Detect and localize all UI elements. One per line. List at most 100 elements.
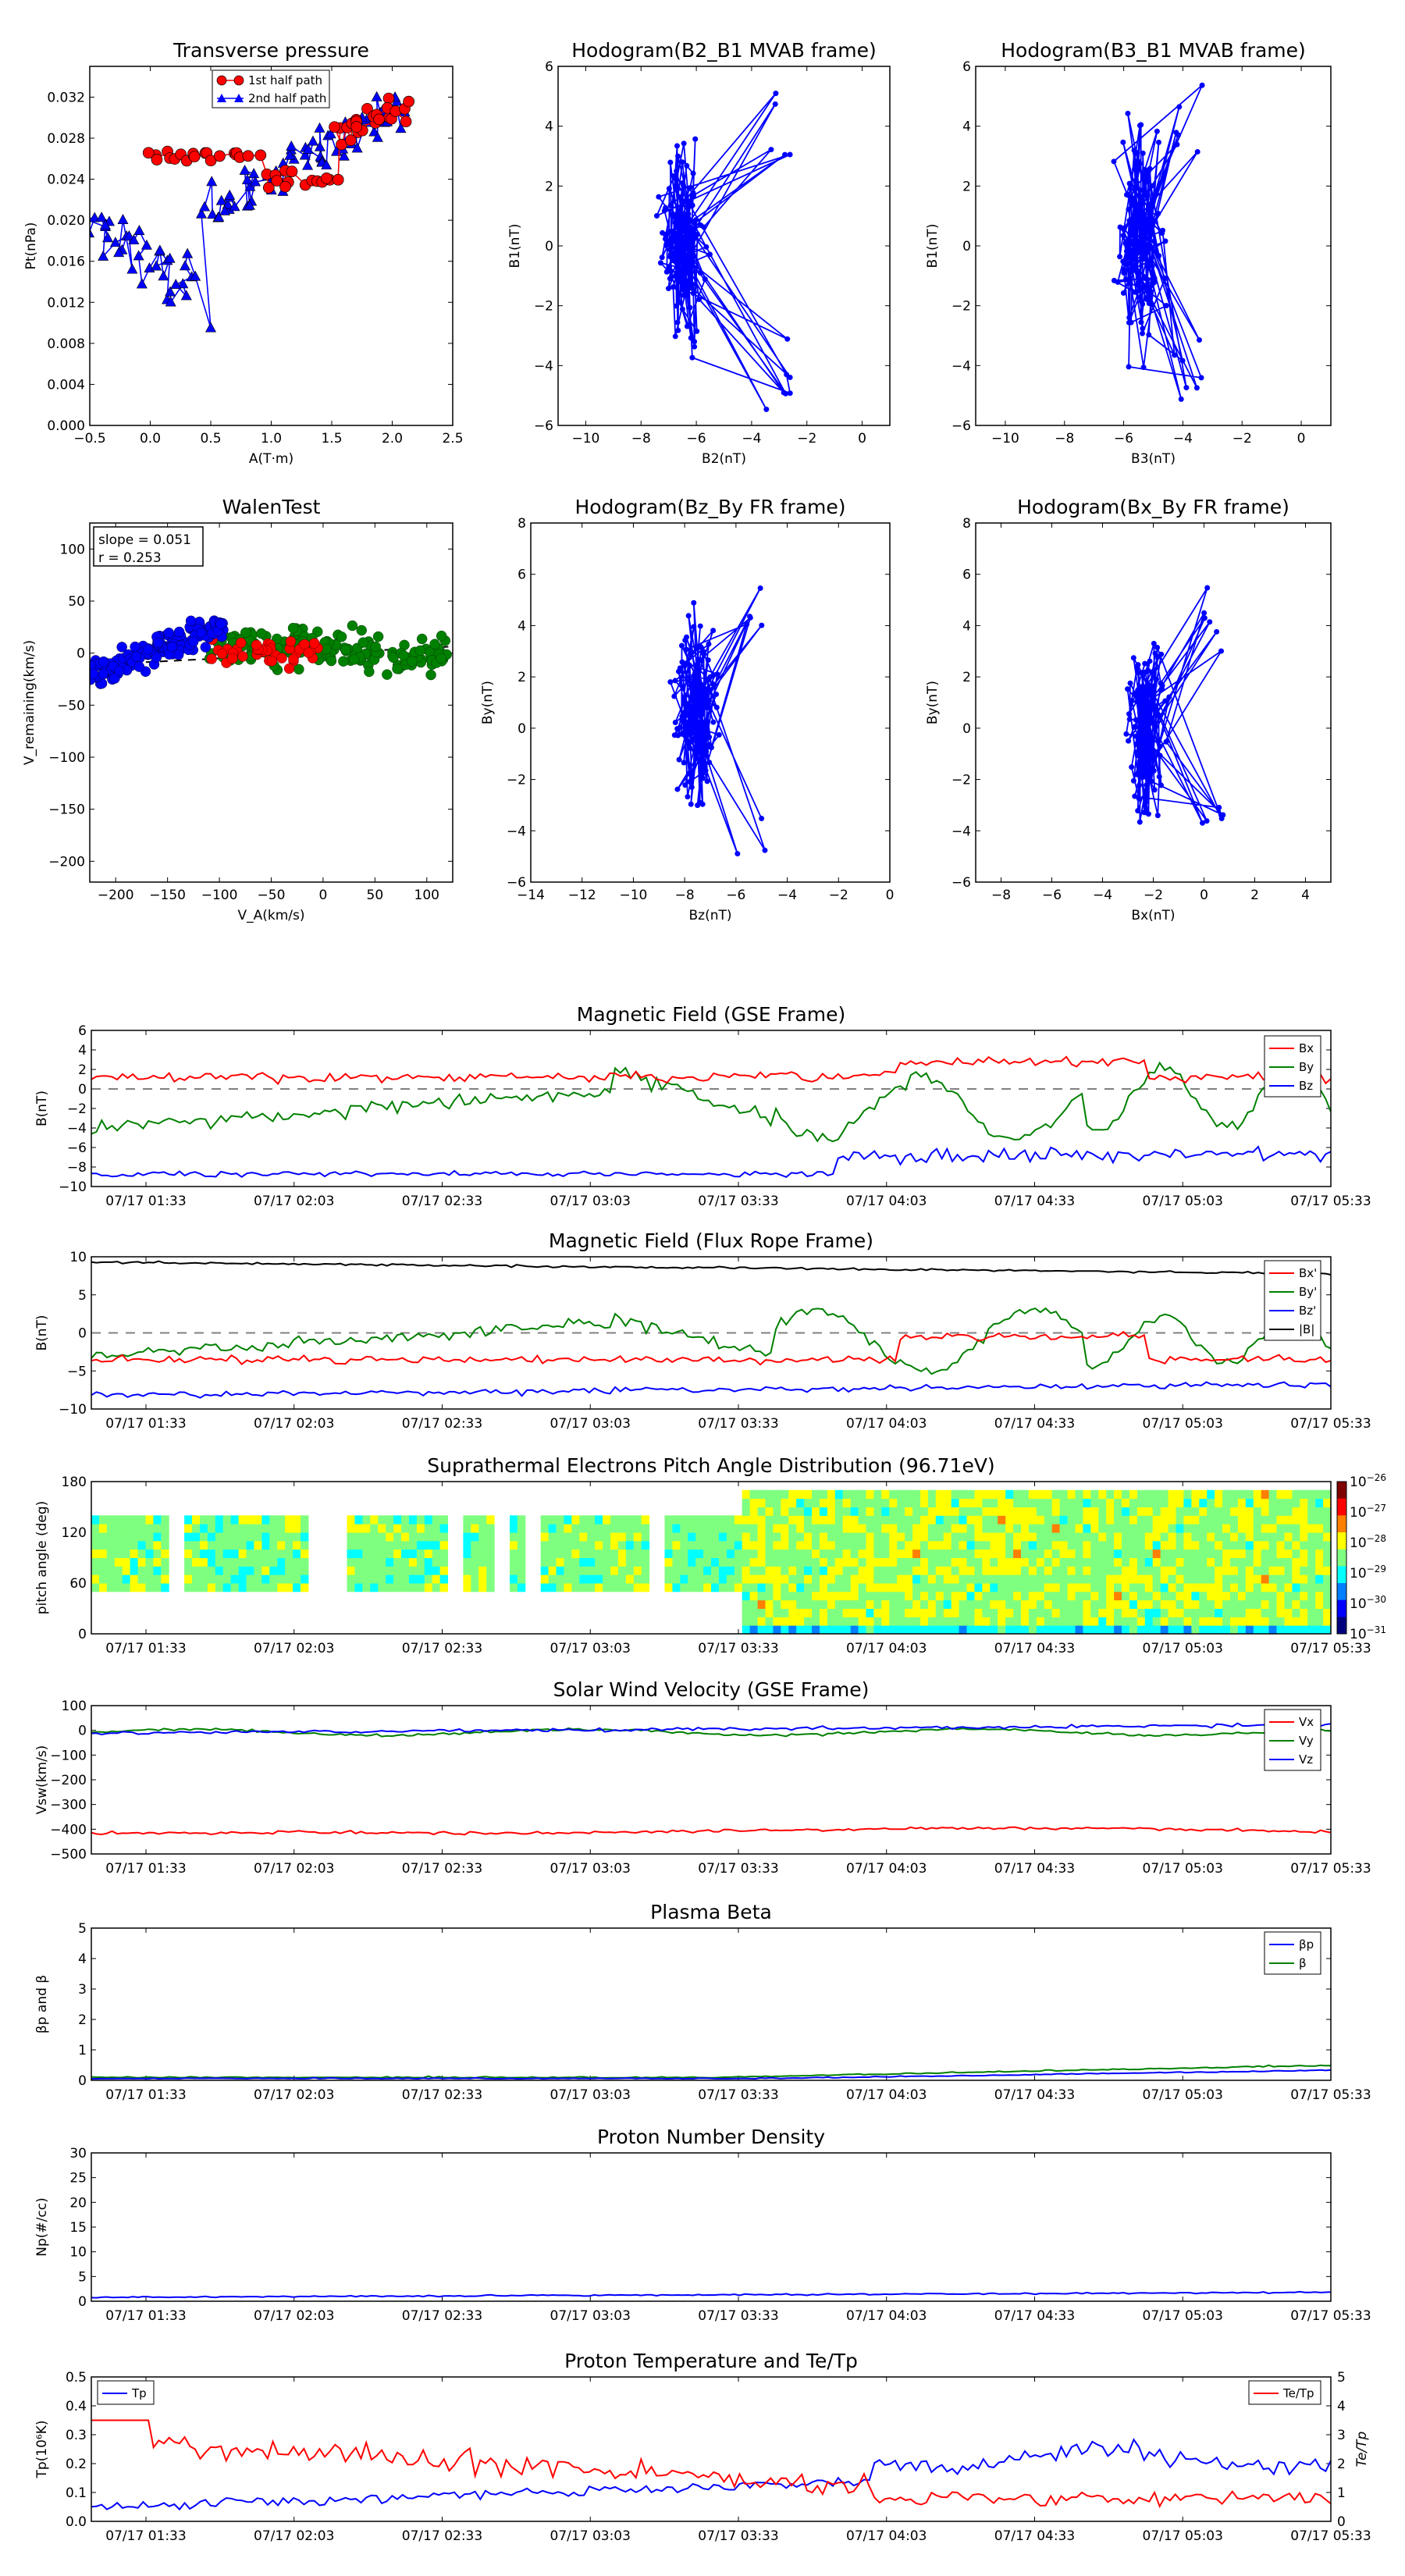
heatmap-cell bbox=[362, 1574, 371, 1584]
heatmap-cell bbox=[1168, 1532, 1177, 1542]
heatmap-cell bbox=[1261, 1498, 1270, 1508]
heatmap-cell bbox=[471, 1574, 479, 1584]
heatmap-cell bbox=[641, 1583, 650, 1592]
heatmap-cell bbox=[269, 1566, 278, 1575]
heatmap-cell bbox=[812, 1524, 820, 1533]
heatmap-cell bbox=[603, 1524, 611, 1533]
heatmap-cell bbox=[834, 1625, 844, 1634]
point-blue bbox=[90, 668, 99, 679]
heatmap-cell bbox=[703, 1540, 712, 1550]
heatmap-cell bbox=[207, 1524, 216, 1533]
heatmap-cell bbox=[812, 1608, 820, 1617]
heatmap-cell bbox=[354, 1524, 363, 1533]
heatmap-cell bbox=[796, 1566, 805, 1575]
heatmap-cell bbox=[1307, 1608, 1316, 1617]
heatmap-cell bbox=[742, 1524, 751, 1533]
heatmap-cell bbox=[850, 1608, 859, 1617]
heatmap-cell bbox=[416, 1532, 425, 1542]
heatmap-cell bbox=[734, 1540, 743, 1550]
heatmap-cell bbox=[920, 1507, 929, 1516]
heatmap-cell bbox=[1059, 1591, 1069, 1601]
heatmap-cell bbox=[1292, 1625, 1300, 1634]
heatmap-cell bbox=[820, 1617, 828, 1626]
heatmap-cell bbox=[820, 1625, 828, 1634]
heatmap-cell bbox=[1013, 1617, 1022, 1626]
y-tick-label: −4 bbox=[951, 358, 971, 374]
heatmap-cell bbox=[959, 1599, 968, 1610]
heatmap-cell bbox=[850, 1599, 859, 1610]
heatmap-cell bbox=[1036, 1498, 1045, 1508]
heatmap-cell bbox=[1284, 1489, 1293, 1500]
heatmap-cell bbox=[889, 1599, 898, 1610]
heatmap-cell bbox=[1028, 1549, 1037, 1559]
heatmap-cell bbox=[998, 1532, 1006, 1542]
marker-1st-half bbox=[214, 150, 226, 162]
heatmap-cell bbox=[1013, 1515, 1022, 1525]
heatmap-cell bbox=[1044, 1599, 1053, 1610]
heatmap-cell bbox=[974, 1625, 983, 1634]
heatmap-cell bbox=[1237, 1599, 1247, 1610]
heatmap-cell bbox=[1122, 1507, 1130, 1516]
x-tick-label: 07/17 04:03 bbox=[846, 2528, 927, 2544]
heatmap-cell bbox=[850, 1557, 859, 1567]
heatmap-cell bbox=[1028, 1608, 1037, 1617]
hodogram-point bbox=[698, 749, 704, 756]
hodogram-point bbox=[1139, 330, 1145, 336]
hodogram-point bbox=[685, 211, 692, 217]
y-tick-label: 2 bbox=[962, 179, 971, 194]
marker-2nd-half bbox=[96, 212, 108, 222]
heatmap-cell bbox=[91, 1532, 100, 1542]
heatmap-cell bbox=[1051, 1515, 1061, 1525]
heatmap-cell bbox=[122, 1540, 131, 1550]
heatmap-cell bbox=[548, 1583, 557, 1592]
heatmap-cell bbox=[1021, 1540, 1030, 1550]
heatmap-cell bbox=[1160, 1617, 1169, 1626]
hodogram-point bbox=[667, 247, 673, 253]
heatmap-cell bbox=[742, 1540, 751, 1550]
y-tick-label: −4 bbox=[534, 358, 553, 374]
heatmap-cell bbox=[370, 1524, 379, 1533]
heatmap-cell bbox=[1067, 1524, 1076, 1533]
heatmap-cell bbox=[688, 1540, 696, 1550]
point-green bbox=[392, 663, 403, 674]
x-tick-label: 07/17 05:33 bbox=[1290, 2528, 1371, 2544]
hodogram-point bbox=[1140, 365, 1147, 371]
heatmap-cell bbox=[510, 1574, 518, 1584]
hodogram-point bbox=[1163, 302, 1169, 308]
x-tick-label: 2.5 bbox=[442, 431, 463, 447]
heatmap-cell bbox=[881, 1583, 890, 1592]
heatmap-cell bbox=[834, 1617, 844, 1626]
heatmap-cell bbox=[1199, 1599, 1208, 1610]
marker-1st-half bbox=[332, 173, 344, 186]
marker-2nd-half bbox=[98, 250, 109, 261]
heatmap-cell bbox=[1036, 1599, 1045, 1610]
hodogram-point bbox=[768, 147, 774, 153]
heatmap-cell bbox=[261, 1540, 270, 1550]
heatmap-cell bbox=[478, 1524, 487, 1533]
hodogram-point bbox=[692, 136, 699, 142]
colorbar-segment bbox=[1337, 1549, 1346, 1567]
heatmap-cell bbox=[664, 1566, 673, 1575]
heatmap-cell bbox=[1098, 1608, 1107, 1617]
heatmap-cell bbox=[556, 1574, 564, 1584]
heatmap-cell bbox=[625, 1566, 635, 1575]
heatmap-cell bbox=[873, 1566, 882, 1575]
heatmap-cell bbox=[408, 1574, 418, 1584]
heatmap-cell bbox=[1215, 1532, 1223, 1542]
heatmap-cell bbox=[905, 1574, 913, 1584]
heatmap-cell bbox=[773, 1617, 781, 1626]
heatmap-cell bbox=[680, 1540, 688, 1550]
heatmap-cell bbox=[230, 1532, 240, 1542]
heatmap-cell bbox=[943, 1549, 952, 1559]
heatmap-cell bbox=[277, 1524, 286, 1533]
heatmap-cell bbox=[1315, 1532, 1324, 1542]
heatmap-cell bbox=[1276, 1566, 1285, 1575]
heatmap-cell bbox=[153, 1524, 162, 1533]
heatmap-cell bbox=[912, 1498, 921, 1508]
heatmap-cell bbox=[293, 1566, 301, 1575]
heatmap-cell bbox=[881, 1574, 890, 1584]
heatmap-cell bbox=[1160, 1549, 1169, 1559]
hodogram-point bbox=[696, 692, 702, 698]
